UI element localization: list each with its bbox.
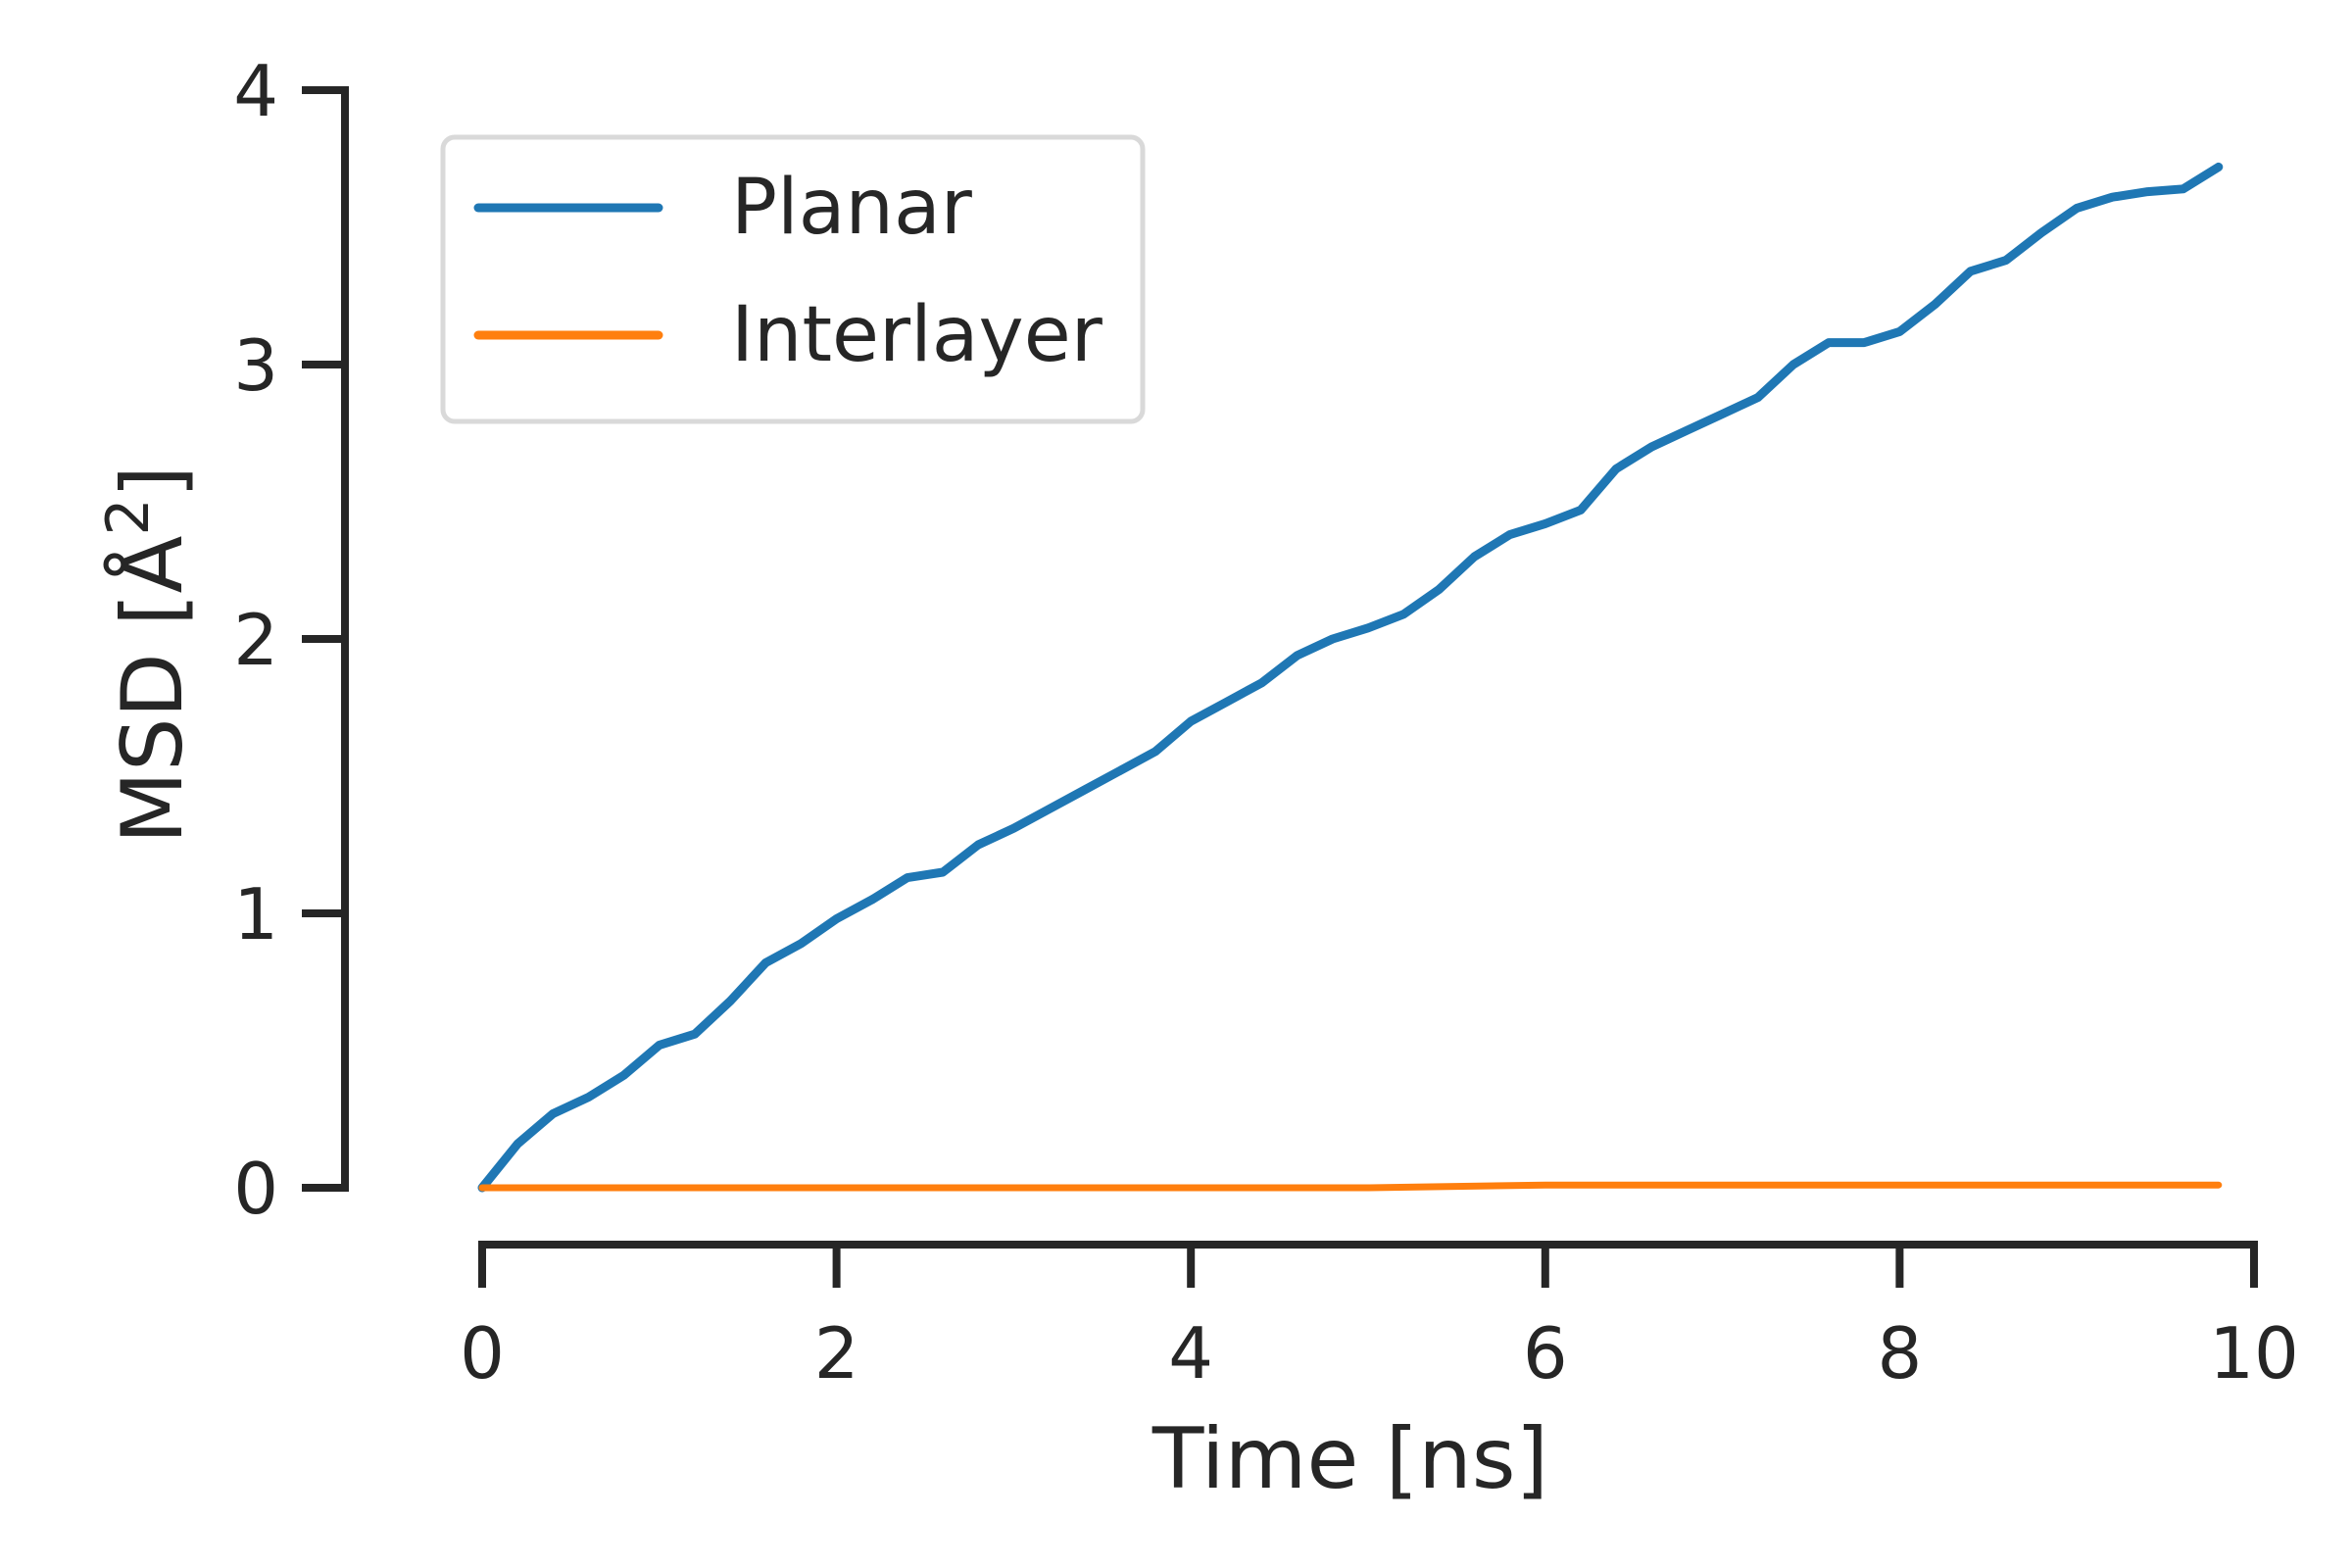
x-tick-label: 0	[460, 1312, 505, 1395]
y-tick-label: 3	[233, 324, 278, 407]
y-tick-label: 0	[233, 1148, 278, 1230]
y-axis: 0 1 2 3 4	[233, 50, 349, 1230]
y-axis-label-main: MSD [Å	[103, 535, 202, 844]
legend-label-planar: Planar	[731, 164, 973, 252]
series-line-interlayer	[478, 1181, 2223, 1192]
x-tick-label: 6	[1523, 1312, 1568, 1395]
y-axis-label: MSD [Å2]	[94, 466, 202, 844]
x-tick-label: 8	[1877, 1312, 1922, 1395]
legend: Planar Interlayer	[440, 134, 1146, 424]
legend-label-interlayer: Interlayer	[731, 291, 1103, 379]
y-axis-label-exponent: 2	[94, 498, 163, 535]
x-axis: 0 2 4 6 8 10	[460, 1241, 2299, 1395]
y-axis-label-close: ]	[104, 466, 202, 499]
x-tick-label: 4	[1168, 1312, 1213, 1395]
x-axis-label: Time [ns]	[1152, 1410, 1548, 1508]
y-tick-label: 4	[233, 50, 278, 132]
series-line-planar	[477, 162, 2224, 1193]
y-tick-label: 2	[233, 599, 278, 681]
x-tick-label: 2	[814, 1312, 859, 1395]
series-layer	[477, 162, 2224, 1193]
y-tick-label: 1	[233, 873, 278, 956]
x-tick-label: 10	[2209, 1312, 2299, 1395]
